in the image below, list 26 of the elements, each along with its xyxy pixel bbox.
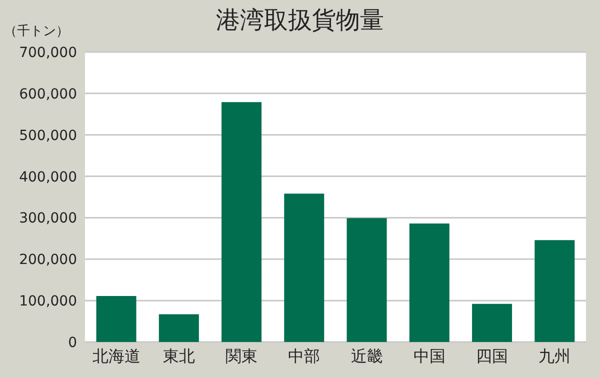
bar <box>534 240 575 342</box>
bar <box>409 224 450 342</box>
y-tick-label: 400,000 <box>19 169 77 186</box>
y-axis-title: （千トン） <box>4 23 69 40</box>
bar <box>284 194 324 342</box>
y-tick-label: 600,000 <box>19 86 77 102</box>
y-tick-label: 700,000 <box>19 44 77 61</box>
x-tick-label: 東北 <box>162 346 195 366</box>
chart-title: 港湾取扱貨物量 <box>216 6 384 34</box>
x-tick-label: 九州 <box>538 346 571 366</box>
x-tick-label: 中部 <box>288 346 320 366</box>
bar <box>222 102 262 342</box>
bar <box>346 218 387 342</box>
bar <box>158 314 199 342</box>
x-tick-label: 近畿 <box>350 346 383 366</box>
y-tick-label: 200,000 <box>19 252 77 268</box>
x-tick-label: 関東 <box>226 346 258 366</box>
y-tick-label: 500,000 <box>19 128 77 144</box>
bar <box>472 304 512 342</box>
bar <box>96 296 136 342</box>
y-tick-label: 0 <box>68 334 77 351</box>
x-tick-label: 中国 <box>413 346 446 366</box>
y-tick-label: 100,000 <box>19 294 77 310</box>
y-tick-label: 300,000 <box>19 210 77 227</box>
x-tick-label: 四国 <box>476 346 508 366</box>
x-tick-label: 北海道 <box>92 346 140 366</box>
